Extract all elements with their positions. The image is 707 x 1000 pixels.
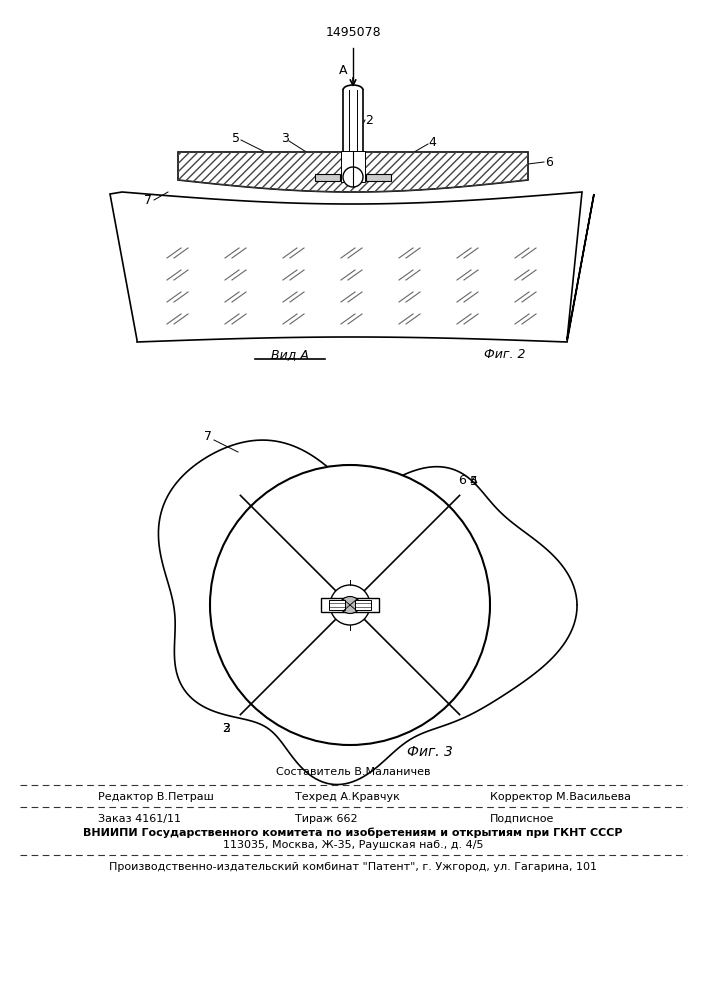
Polygon shape — [110, 192, 594, 342]
Text: 5: 5 — [469, 475, 478, 488]
Polygon shape — [341, 151, 365, 182]
Text: 6: 6 — [545, 155, 553, 168]
Text: Подписное: Подписное — [490, 814, 554, 824]
Bar — [329, 600, 345, 610]
Text: 3: 3 — [222, 722, 230, 735]
Text: Фиг. 3: Фиг. 3 — [407, 745, 453, 759]
Text: 6: 6 — [458, 474, 467, 487]
Text: 4: 4 — [470, 475, 478, 488]
Circle shape — [343, 167, 363, 187]
Text: 3: 3 — [281, 131, 289, 144]
Text: ВНИИПИ Государственного комитета по изобретениям и открытиям при ГКНТ СССР: ВНИИПИ Государственного комитета по изоб… — [83, 828, 623, 838]
Text: 1495078: 1495078 — [325, 25, 381, 38]
Bar — [315, 174, 340, 181]
Text: Техред А.Кравчук: Техред А.Кравчук — [295, 792, 400, 802]
Text: 2: 2 — [222, 722, 230, 735]
Text: Производственно-издательский комбинат "Патент", г. Ужгород, ул. Гагарина, 101: Производственно-издательский комбинат "П… — [109, 862, 597, 872]
Text: Редактор В.Петраш: Редактор В.Петраш — [98, 792, 214, 802]
Bar — [321, 598, 379, 612]
Text: Корректор М.Васильева: Корректор М.Васильева — [490, 792, 631, 802]
Circle shape — [210, 465, 490, 745]
Text: 5: 5 — [232, 131, 240, 144]
Circle shape — [330, 585, 370, 625]
Ellipse shape — [340, 596, 360, 613]
Text: 2: 2 — [365, 113, 373, 126]
Text: 113035, Москва, Ж-35, Раушская наб., д. 4/5: 113035, Москва, Ж-35, Раушская наб., д. … — [223, 840, 484, 850]
Text: А: А — [339, 64, 347, 77]
Text: Фиг. 2: Фиг. 2 — [484, 349, 526, 361]
Text: Вид А: Вид А — [271, 349, 309, 361]
Text: Составитель В.Маланичев: Составитель В.Маланичев — [276, 767, 431, 777]
Polygon shape — [158, 440, 577, 785]
Bar — [355, 600, 371, 610]
Text: Тираж 662: Тираж 662 — [295, 814, 358, 824]
Text: 4: 4 — [428, 135, 436, 148]
Polygon shape — [178, 152, 528, 192]
Text: Заказ 4161/11: Заказ 4161/11 — [98, 814, 181, 824]
Bar — [366, 174, 391, 181]
Text: 7: 7 — [144, 194, 152, 207]
Text: 7: 7 — [204, 430, 212, 444]
